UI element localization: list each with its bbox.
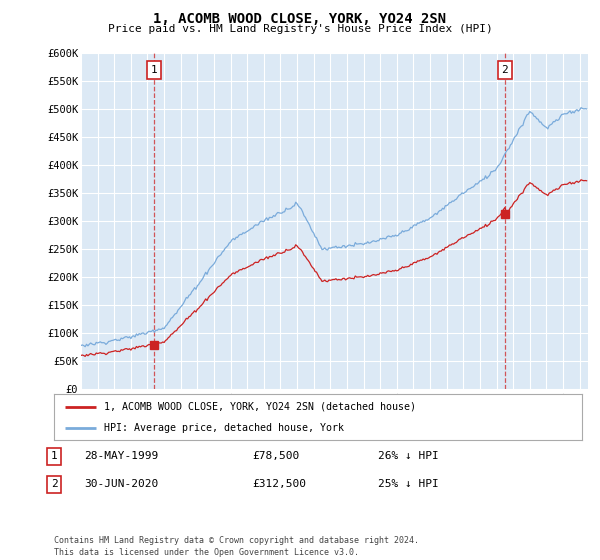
Text: £78,500: £78,500 [252,451,299,461]
Text: 26% ↓ HPI: 26% ↓ HPI [378,451,439,461]
Text: 2: 2 [502,65,508,75]
Text: 28-MAY-1999: 28-MAY-1999 [84,451,158,461]
Text: Price paid vs. HM Land Registry's House Price Index (HPI): Price paid vs. HM Land Registry's House … [107,24,493,34]
Text: 30-JUN-2020: 30-JUN-2020 [84,479,158,489]
Text: 1: 1 [50,451,58,461]
Text: HPI: Average price, detached house, York: HPI: Average price, detached house, York [104,423,344,433]
Text: 2: 2 [50,479,58,489]
Text: £312,500: £312,500 [252,479,306,489]
Text: 1, ACOMB WOOD CLOSE, YORK, YO24 2SN (detached house): 1, ACOMB WOOD CLOSE, YORK, YO24 2SN (det… [104,402,416,412]
Text: Contains HM Land Registry data © Crown copyright and database right 2024.
This d: Contains HM Land Registry data © Crown c… [54,536,419,557]
Text: 1: 1 [151,65,157,75]
Text: 1, ACOMB WOOD CLOSE, YORK, YO24 2SN: 1, ACOMB WOOD CLOSE, YORK, YO24 2SN [154,12,446,26]
Text: 25% ↓ HPI: 25% ↓ HPI [378,479,439,489]
